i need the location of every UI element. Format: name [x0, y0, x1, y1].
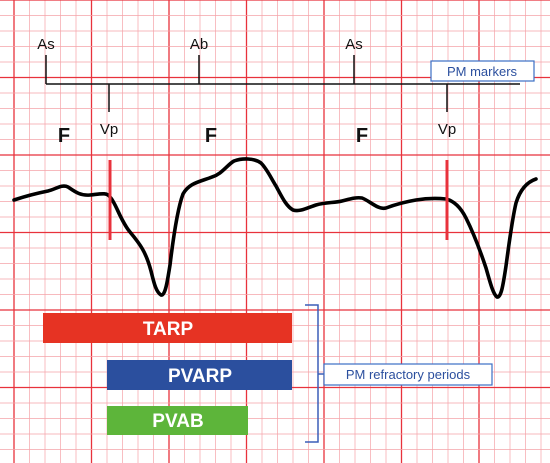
marker-vp-2: Vp: [438, 121, 456, 138]
marker-vp-1: Vp: [100, 121, 118, 138]
tarp-bar: [43, 313, 292, 343]
pm-refractory-periods: TARP PVARP PVAB PM refractory periods: [43, 304, 493, 443]
pm-markers-callout-box: [430, 60, 535, 82]
tarp-label: TARP: [143, 319, 194, 340]
pvab-bar: [107, 406, 248, 435]
ecg-waveform: [12, 157, 538, 299]
pvarp-bar: [107, 360, 292, 390]
flutter-f-2: F: [205, 125, 217, 147]
marker-as-1: As: [37, 36, 55, 53]
pvarp-label: PVARP: [168, 366, 232, 387]
pm-markers-callout: PM markers: [447, 64, 518, 79]
marker-ab: Ab: [190, 36, 208, 53]
flutter-f-1: F: [58, 125, 70, 147]
marker-as-2: As: [345, 36, 363, 53]
pvab-label: PVAB: [152, 411, 203, 432]
pm-marker-channel: As Ab As Vp Vp F F F PM markers: [37, 36, 535, 147]
refractory-callout-box: [323, 363, 493, 386]
refractory-callout: PM refractory periods: [346, 367, 471, 382]
ecg-trace: [12, 157, 538, 299]
flutter-f-3: F: [356, 125, 368, 147]
